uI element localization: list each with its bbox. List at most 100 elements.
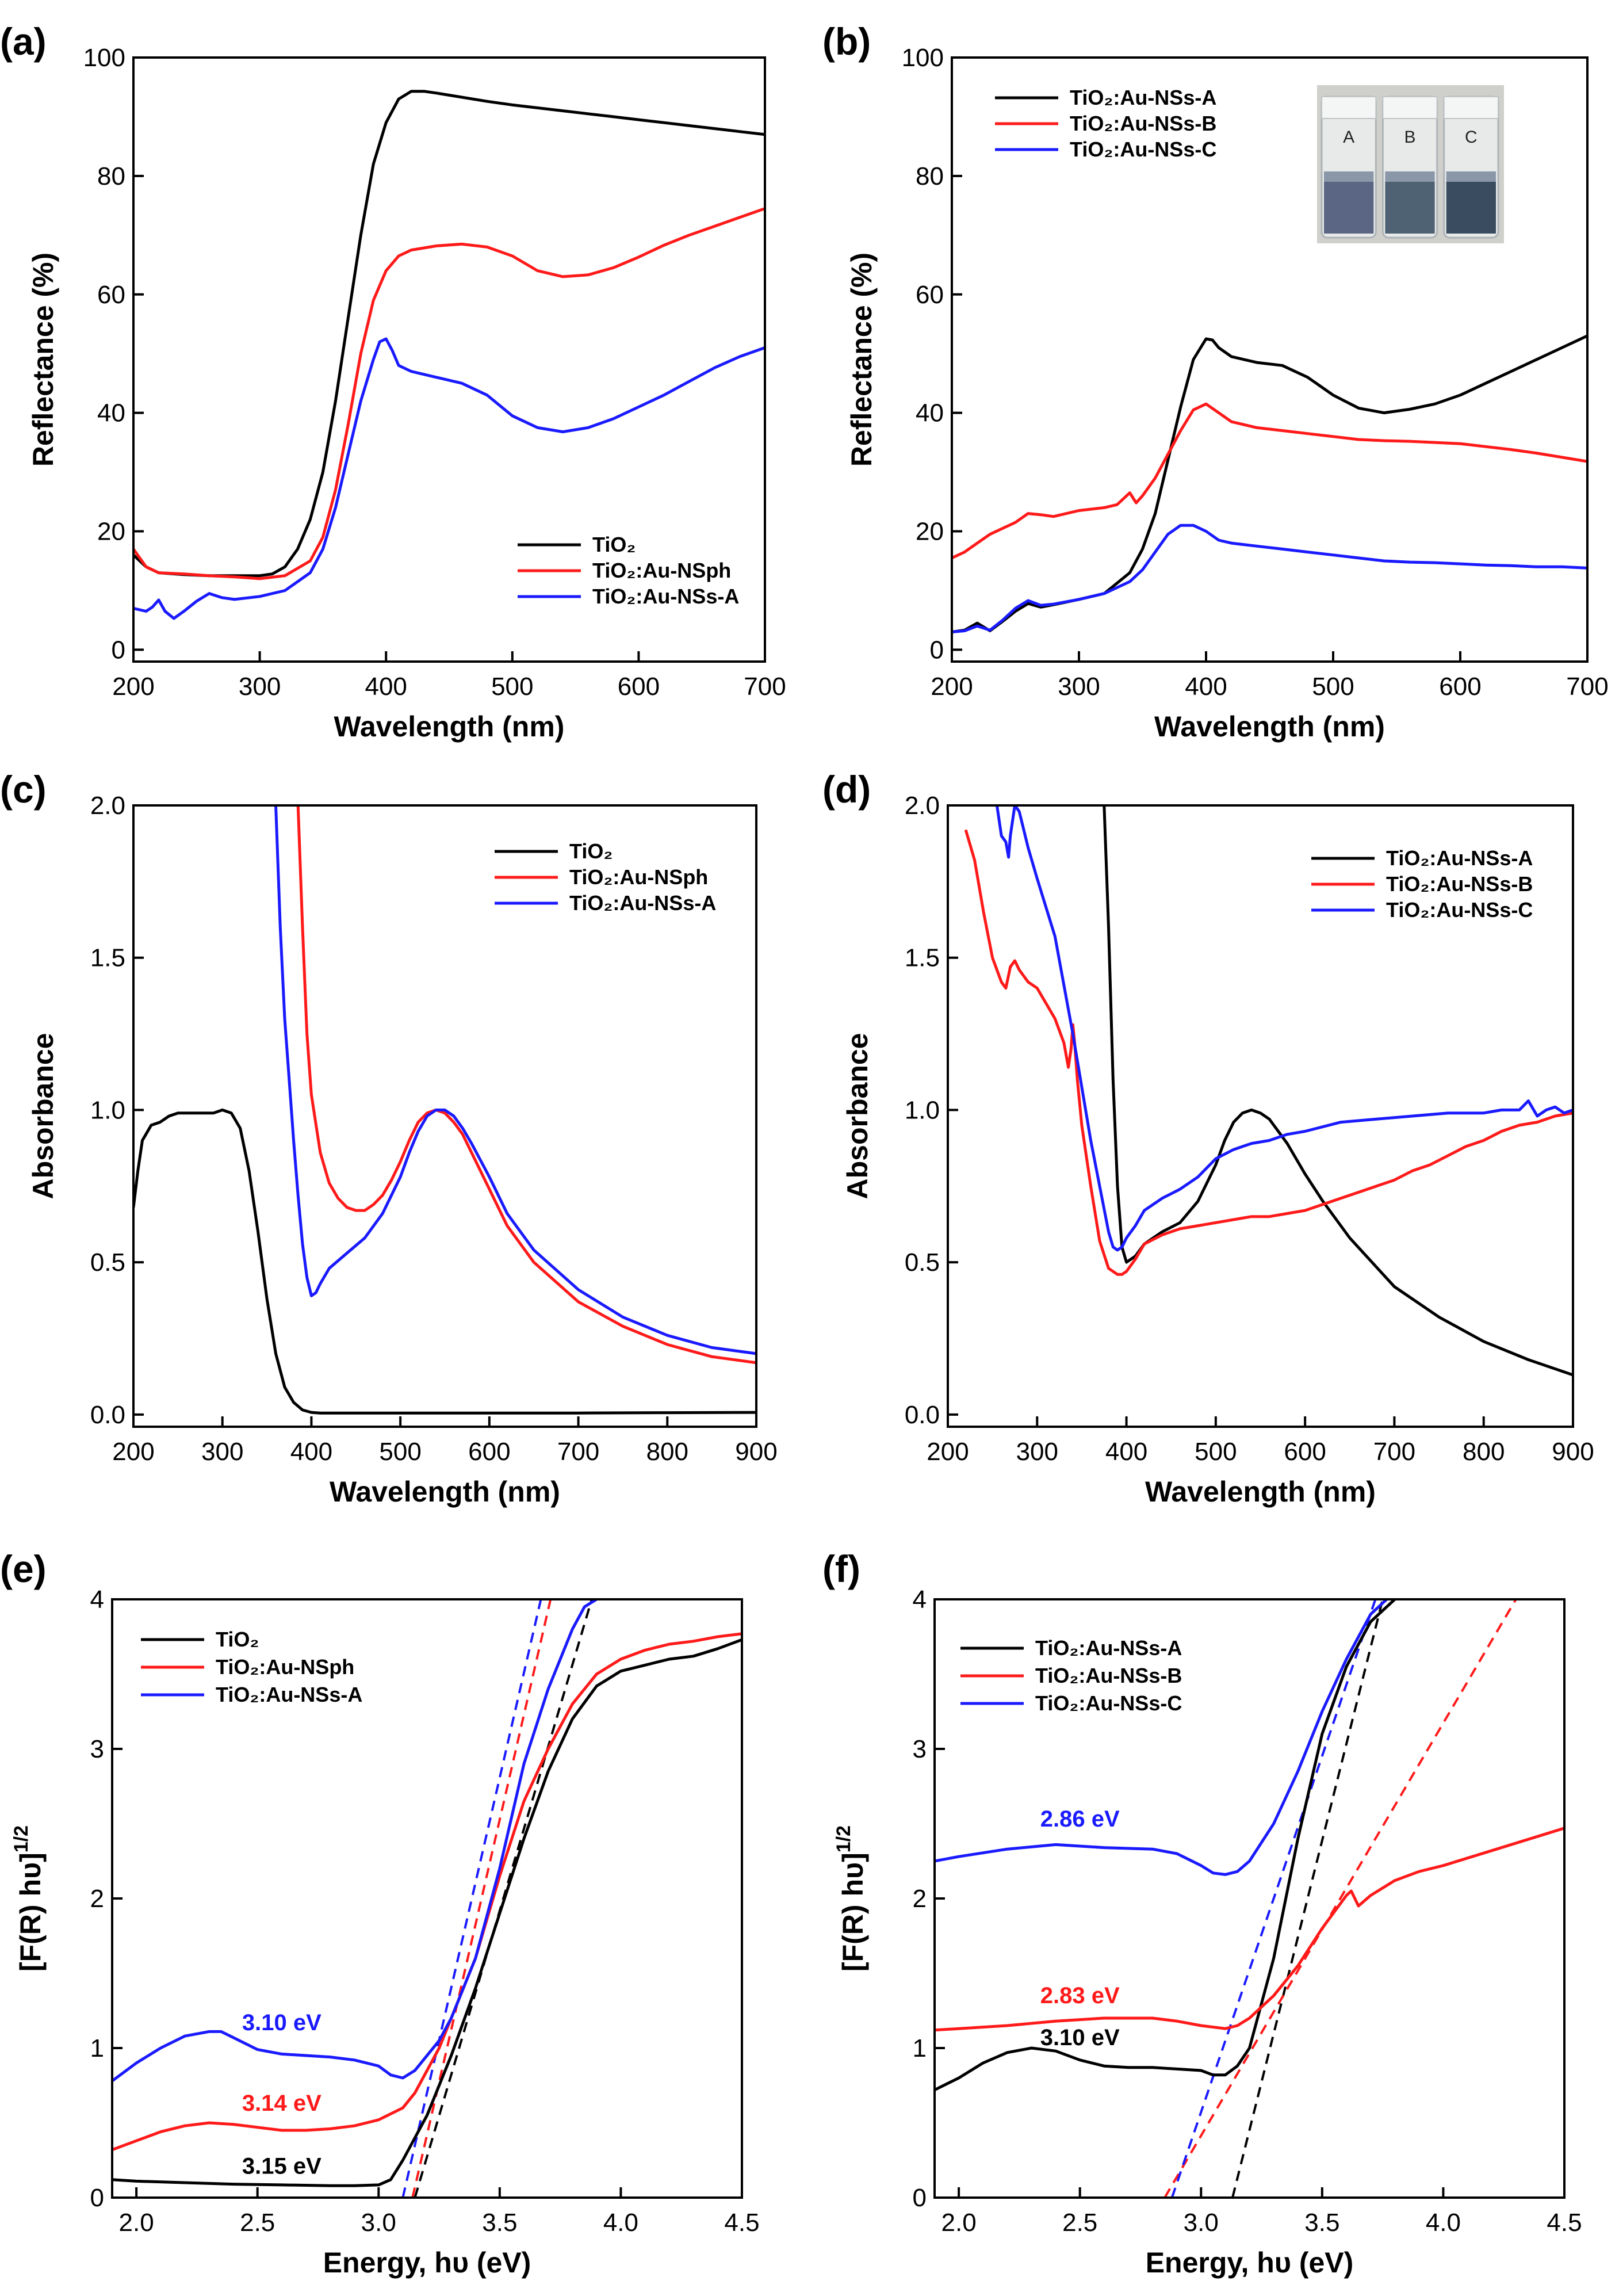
y-tick-label: 0.0 [905, 1401, 940, 1429]
legend-entry: TiO₂:Au-NSs-A [1035, 1636, 1182, 1660]
y-tick-label: 0.5 [905, 1248, 940, 1277]
bandgap-annotation: 3.15 eV [242, 2153, 321, 2179]
panel-label: (a) [0, 20, 47, 63]
vial-cap [1443, 96, 1499, 119]
fit-line [1231, 1599, 1384, 2198]
panel-label: (e) [0, 1548, 47, 1590]
y-tick-label: 2 [90, 1885, 104, 1913]
series-line [112, 1638, 742, 2187]
series-line [952, 524, 1587, 633]
fit-line [1163, 1599, 1517, 2198]
legend-entry: TiO₂:Au-NSs-A [216, 1683, 362, 1706]
x-tick-label: 600 [618, 673, 660, 701]
axes-frame [951, 56, 1589, 663]
legend-entry: TiO₂:Au-NSs-C [1070, 137, 1216, 161]
y-tick-label: 100 [902, 44, 944, 72]
series-line [296, 805, 756, 1365]
vial-cap [1321, 96, 1377, 119]
bandgap-annotation: 2.86 eV [1040, 1806, 1120, 1832]
panel-label: (b) [822, 20, 871, 63]
axes-frame [132, 804, 757, 1428]
legend-entry: TiO₂:Au-NSs-B [1070, 112, 1216, 135]
series-line [952, 334, 1587, 633]
legend: TiO₂ TiO₂:Au-NSph TiO₂:Au-NSs-A [141, 1628, 362, 1706]
series-line [995, 805, 1573, 1252]
y-tick-label: 0 [90, 2184, 104, 2212]
vial-label: B [1404, 128, 1415, 147]
axes-frame [132, 56, 766, 663]
y-tick-label: 60 [916, 281, 944, 309]
x-tick-label: 900 [1552, 1438, 1594, 1466]
bandgap-annotation: 3.10 eV [242, 2010, 321, 2035]
y-tick-label: 20 [916, 518, 944, 546]
x-tick-label: 600 [468, 1438, 510, 1466]
legend-entry: TiO₂:Au-NSs-A [1386, 846, 1533, 870]
legend-entry: TiO₂ [569, 839, 613, 863]
axes-frame [947, 804, 1574, 1428]
y-tick-label: 1.5 [905, 944, 940, 972]
legend-entry: TiO₂ [592, 533, 636, 556]
panel-label: (c) [0, 768, 47, 811]
y-tick-label: 1.0 [90, 1096, 125, 1124]
series-line [1103, 805, 1573, 1377]
x-tick-label: 3.0 [361, 2209, 396, 2237]
y-tick-label: 20 [97, 518, 125, 546]
x-tick-label: 700 [1566, 673, 1608, 701]
axes-frame [111, 1598, 743, 2199]
y-axis-superscript: 1/2 [10, 1825, 32, 1852]
bandgap-annotation: 2.83 eV [1040, 1983, 1120, 2008]
x-tick-label: 600 [1284, 1438, 1326, 1466]
series-line [112, 1632, 742, 2152]
x-tick-label: 300 [1016, 1438, 1058, 1466]
y-axis-title: Absorbance [27, 1033, 59, 1199]
x-tick-label: 300 [239, 673, 281, 701]
y-axis-title: Absorbance [841, 1033, 874, 1199]
x-tick-label: 800 [646, 1438, 688, 1466]
y-tick-label: 4 [913, 1586, 927, 1614]
chart-panel-f: 2.0 2.5 3.0 3.5 4.0 4.5 0 1 2 3 4 Energy, hυ (eV) [F… [822, 1548, 1582, 2279]
y-tick-label: 40 [97, 399, 125, 427]
legend-entry: TiO₂:Au-NSs-A [569, 891, 716, 915]
x-tick-label: 900 [735, 1438, 777, 1466]
x-axis-title: Wavelength (nm) [1154, 710, 1385, 743]
chart-panel-e: 2.0 2.5 3.0 3.5 4.0 4.5 0 1 2 3 4 Energy, hυ (eV) [F… [0, 1548, 760, 2279]
legend-entry: TiO₂:Au-NSs-C [1386, 898, 1533, 922]
legend-entry: TiO₂ [216, 1628, 259, 1651]
legend-entry: TiO₂:Au-NSph [592, 559, 731, 582]
series-line [133, 1108, 756, 1415]
y-tick-label: 0 [112, 636, 125, 664]
x-tick-label: 4.0 [1426, 2209, 1461, 2237]
legend-entry: TiO₂:Au-NSph [569, 865, 708, 889]
vial-liquid [1385, 182, 1435, 234]
y-tick-label: 1.5 [90, 944, 125, 972]
legend-entry: TiO₂:Au-NSph [216, 1655, 354, 1679]
y-axis-title: [F(R) hυ]1/2 [10, 1825, 47, 1972]
x-tick-label: 400 [365, 673, 407, 701]
x-tick-label: 700 [1373, 1438, 1415, 1466]
series-line [935, 1599, 1396, 2092]
y-tick-label: 2.0 [90, 792, 125, 820]
x-tick-label: 200 [112, 1438, 154, 1466]
fit-line [411, 1599, 552, 2198]
x-tick-label: 400 [1185, 673, 1227, 701]
chart-panel-c: 200 300 400 500 600 700 800 900 0.0 0.5 1.0 1.5 2.0 W… [0, 768, 778, 1508]
y-axis-title: Reflectance (%) [845, 253, 878, 467]
chart-panel-b: 200 300 400 500 600 700 0 20 40 60 80 100 Wavelength… [822, 20, 1609, 743]
y-axis-superscript: 1/2 [833, 1825, 855, 1852]
y-tick-label: 2.0 [905, 792, 940, 820]
y-tick-label: 80 [916, 162, 944, 190]
x-tick-label: 4.5 [724, 2209, 759, 2237]
y-tick-label: 1.0 [905, 1096, 940, 1124]
y-tick-label: 80 [97, 162, 125, 190]
x-tick-label: 2.5 [240, 2209, 275, 2237]
legend-entry: TiO₂:Au-NSs-A [592, 584, 739, 608]
y-tick-label: 4 [90, 1586, 104, 1614]
x-axis-title: Wavelength (nm) [330, 1476, 560, 1508]
axes-frame [933, 1598, 1566, 2199]
legend-entry: TiO₂:Au-NSs-B [1386, 872, 1533, 896]
x-axis-title: Energy, hυ (eV) [323, 2247, 531, 2279]
